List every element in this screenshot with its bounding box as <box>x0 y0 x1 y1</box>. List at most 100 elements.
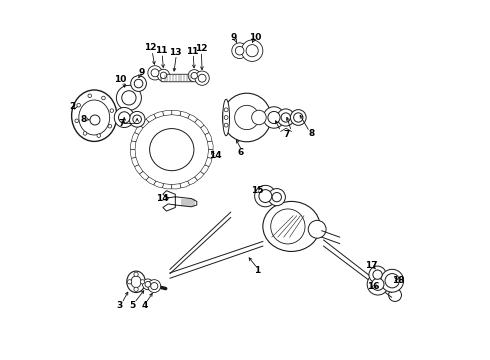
Circle shape <box>122 91 136 105</box>
Circle shape <box>151 283 158 290</box>
Circle shape <box>110 109 114 112</box>
Polygon shape <box>188 177 197 185</box>
Circle shape <box>291 110 306 125</box>
Ellipse shape <box>131 276 141 288</box>
Circle shape <box>389 289 401 301</box>
FancyBboxPatch shape <box>161 74 194 82</box>
Text: 18: 18 <box>392 275 404 284</box>
Polygon shape <box>131 157 139 167</box>
Circle shape <box>369 266 386 283</box>
Polygon shape <box>208 150 213 158</box>
Text: 13: 13 <box>169 48 182 57</box>
Circle shape <box>373 270 382 279</box>
Circle shape <box>157 69 170 81</box>
Text: 3: 3 <box>116 301 122 310</box>
Circle shape <box>222 93 271 142</box>
Polygon shape <box>154 112 164 118</box>
Text: 7: 7 <box>283 130 289 139</box>
Ellipse shape <box>127 271 146 293</box>
Text: 11: 11 <box>155 46 167 55</box>
Text: 8: 8 <box>80 115 87 124</box>
Circle shape <box>133 115 142 123</box>
Polygon shape <box>172 184 181 189</box>
Text: 5: 5 <box>129 301 136 310</box>
Circle shape <box>108 124 112 128</box>
Text: 8: 8 <box>308 129 315 138</box>
Polygon shape <box>205 132 212 142</box>
Polygon shape <box>200 165 209 174</box>
Circle shape <box>308 220 326 238</box>
Polygon shape <box>146 177 156 185</box>
Polygon shape <box>135 125 143 135</box>
Circle shape <box>148 280 161 293</box>
Polygon shape <box>172 110 181 116</box>
Circle shape <box>367 274 389 295</box>
Ellipse shape <box>79 100 110 135</box>
Circle shape <box>77 103 80 107</box>
Circle shape <box>281 113 291 122</box>
Ellipse shape <box>270 209 305 244</box>
Circle shape <box>259 190 272 203</box>
Circle shape <box>134 287 138 292</box>
Text: 9: 9 <box>230 33 237 42</box>
Circle shape <box>385 274 399 288</box>
Text: 14: 14 <box>209 151 222 160</box>
Circle shape <box>145 282 151 287</box>
Polygon shape <box>163 191 197 211</box>
Text: 11: 11 <box>186 47 198 56</box>
Circle shape <box>277 109 294 126</box>
Circle shape <box>268 189 285 206</box>
Polygon shape <box>205 157 212 167</box>
Polygon shape <box>180 181 190 188</box>
Text: 17: 17 <box>366 261 378 270</box>
Polygon shape <box>195 171 204 180</box>
Polygon shape <box>146 114 156 122</box>
Text: 9: 9 <box>139 68 145 77</box>
Circle shape <box>263 107 285 128</box>
Circle shape <box>268 111 280 123</box>
Circle shape <box>195 71 209 85</box>
Polygon shape <box>195 119 204 128</box>
Text: 10: 10 <box>249 33 261 42</box>
Circle shape <box>252 110 266 125</box>
Circle shape <box>235 105 259 130</box>
Circle shape <box>255 185 276 207</box>
Ellipse shape <box>223 99 229 136</box>
Circle shape <box>294 113 303 122</box>
Polygon shape <box>131 132 139 142</box>
Circle shape <box>246 45 258 57</box>
Circle shape <box>90 115 100 125</box>
Circle shape <box>134 79 143 88</box>
Circle shape <box>224 108 228 112</box>
Polygon shape <box>130 150 136 158</box>
Circle shape <box>232 43 247 59</box>
Text: 15: 15 <box>251 185 264 194</box>
Polygon shape <box>130 141 136 150</box>
Polygon shape <box>140 171 149 180</box>
Polygon shape <box>208 141 213 150</box>
Circle shape <box>75 119 78 123</box>
Text: 6: 6 <box>238 148 244 157</box>
Circle shape <box>148 66 162 80</box>
Text: 2: 2 <box>70 102 76 111</box>
Circle shape <box>191 72 197 79</box>
Circle shape <box>134 272 138 276</box>
Ellipse shape <box>149 129 194 171</box>
Text: 16: 16 <box>367 282 379 291</box>
Polygon shape <box>180 112 190 118</box>
Circle shape <box>235 46 244 55</box>
Circle shape <box>143 279 153 290</box>
Polygon shape <box>140 119 149 128</box>
Circle shape <box>86 111 103 129</box>
Circle shape <box>224 116 228 120</box>
Text: 7: 7 <box>119 119 125 128</box>
Circle shape <box>381 269 404 292</box>
Circle shape <box>131 76 147 91</box>
Circle shape <box>117 85 142 111</box>
Circle shape <box>119 112 130 123</box>
Text: 10: 10 <box>115 75 127 84</box>
Polygon shape <box>200 125 209 135</box>
Text: 4: 4 <box>142 301 148 310</box>
Polygon shape <box>163 184 172 189</box>
Circle shape <box>198 74 206 82</box>
